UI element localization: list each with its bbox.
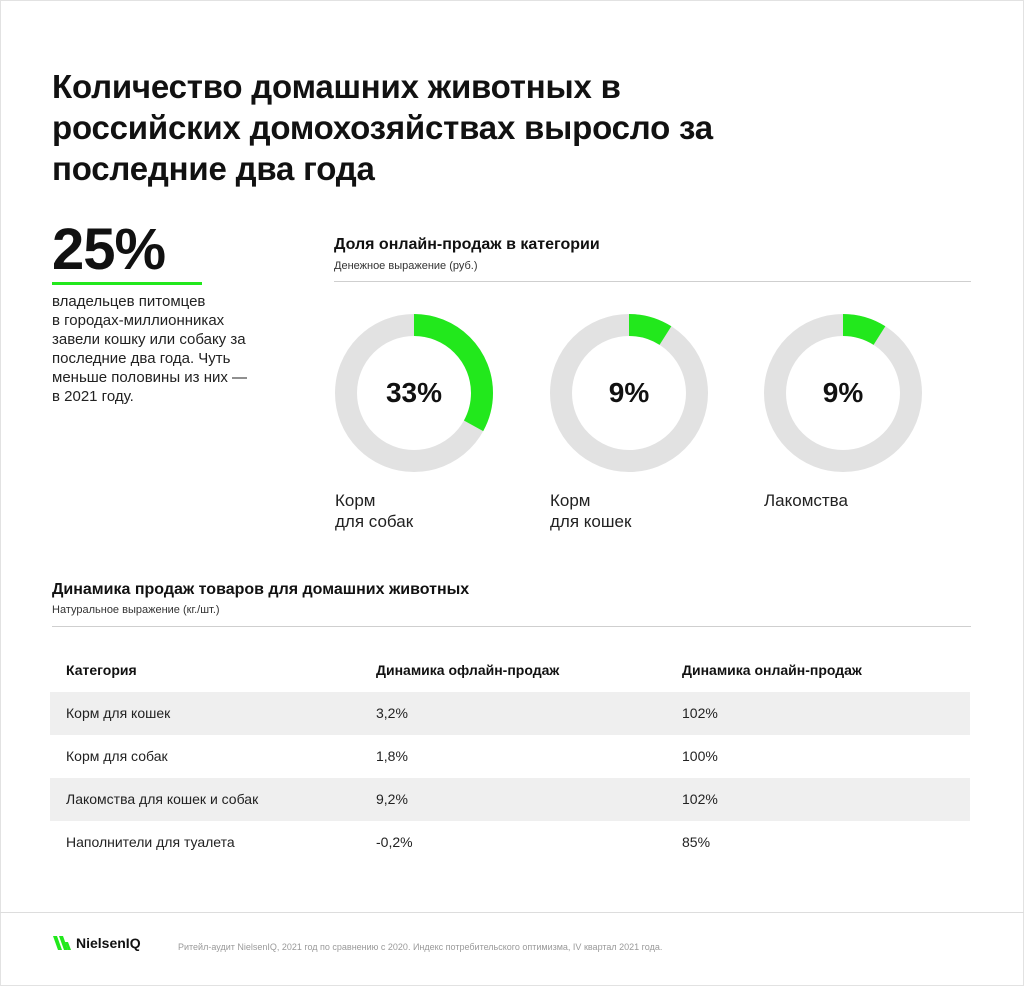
footnote: Ритейл-аудит NielsenIQ, 2021 год по срав… — [178, 942, 663, 952]
donut-category-label: Корм для кошек — [550, 491, 632, 531]
table-row: Корм для кошек 3,2% 102% — [50, 692, 970, 735]
donut-value-label: 33% — [385, 377, 443, 408]
online-cell: 102% — [682, 791, 718, 807]
headline-line: Количество домашних животных в — [52, 68, 621, 105]
header-cell: Динамика онлайн-продаж — [682, 662, 862, 678]
footer-divider — [0, 912, 1024, 913]
donut-chart: 33% — [335, 314, 493, 472]
online-cell: 85% — [682, 834, 711, 850]
donut-category-label: Лакомства — [764, 491, 848, 510]
sales-table: Категория Динамика офлайн-продаж Динамик… — [50, 649, 970, 864]
table-row: Лакомства для кошек и собак 9,2% 102% — [50, 778, 970, 821]
donut-segment — [764, 314, 922, 472]
headline-line: российских домохозяйствах выросло за — [52, 109, 713, 146]
donut-segment — [335, 314, 493, 472]
online-cell: 102% — [682, 705, 718, 721]
offline-cell: 9,2% — [376, 791, 408, 807]
donut-value-label: 9% — [822, 377, 864, 408]
nielseniq-mark-icon — [53, 936, 71, 950]
donut-svg — [764, 314, 922, 472]
stat-underline — [52, 282, 202, 285]
logo-text: NielsenIQ — [76, 935, 141, 951]
donuts-divider — [334, 281, 971, 282]
headline-line: последние два года — [52, 150, 375, 187]
table-title: Динамика продаж товаров для домашних жив… — [52, 581, 470, 598]
stat-description: владельцев питомцев в городах-миллионник… — [52, 293, 248, 405]
donuts-title: Доля онлайн-продаж в категории — [334, 236, 600, 253]
category-cell: Лакомства для кошек и собак — [66, 791, 259, 807]
table-header-row: Категория Динамика офлайн-продаж Динамик… — [50, 649, 970, 692]
donut-segment — [550, 314, 708, 472]
category-cell: Корм для кошек — [66, 705, 171, 721]
donut-category-label: Корм для собак — [335, 491, 414, 531]
donut-value-label: 9% — [608, 377, 650, 408]
offline-cell: 1,8% — [376, 748, 408, 764]
headline: Количество домашних животных в российски… — [52, 66, 912, 189]
stat-value: 25% — [52, 217, 166, 282]
header-cell: Категория — [66, 662, 137, 678]
table-subtitle: Натуральное выражение (кг./шт.) — [52, 604, 220, 616]
table-divider — [52, 626, 971, 627]
donut-chart: 9% — [764, 314, 922, 472]
online-cell: 100% — [682, 748, 718, 764]
category-cell: Наполнители для туалета — [66, 834, 235, 850]
nielseniq-logo: NielsenIQ — [52, 934, 141, 952]
donut-svg — [335, 314, 493, 472]
table-row: Корм для собак 1,8% 100% — [50, 735, 970, 778]
donut-chart: 9% — [550, 314, 708, 472]
table-row: Наполнители для туалета -0,2% 85% — [50, 821, 970, 864]
offline-cell: -0,2% — [376, 834, 413, 850]
offline-cell: 3,2% — [376, 705, 408, 721]
category-cell: Корм для собак — [66, 748, 168, 764]
donut-svg — [550, 314, 708, 472]
header-cell: Динамика офлайн-продаж — [376, 662, 560, 678]
donuts-subtitle: Денежное выражение (руб.) — [334, 260, 478, 272]
